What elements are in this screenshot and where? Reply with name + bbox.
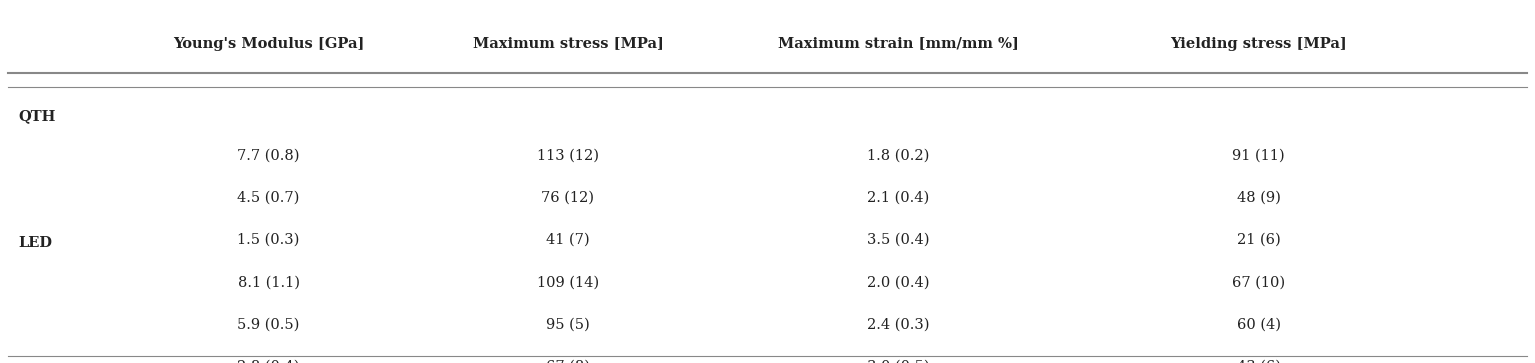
Text: 2.0 (0.4): 2.0 (0.4) [867,276,929,290]
Text: 5.9 (0.5): 5.9 (0.5) [238,318,299,332]
Text: 48 (9): 48 (9) [1237,191,1280,205]
Text: 2.8 (0.4): 2.8 (0.4) [238,360,299,363]
Text: 3.0 (0.5): 3.0 (0.5) [867,360,929,363]
Text: LED: LED [18,236,52,250]
Text: 95 (5): 95 (5) [546,318,589,332]
Text: QTH: QTH [18,109,55,123]
Text: 1.8 (0.2): 1.8 (0.2) [867,149,929,163]
Text: 113 (12): 113 (12) [537,149,599,163]
Text: 4.5 (0.7): 4.5 (0.7) [238,191,299,205]
Text: Young's Modulus [GPa]: Young's Modulus [GPa] [173,37,364,50]
Text: Maximum strain [mm/mm %]: Maximum strain [mm/mm %] [778,37,1018,50]
Text: 41 (7): 41 (7) [546,233,589,246]
Text: Yielding stress [MPa]: Yielding stress [MPa] [1170,37,1348,50]
Text: 7.7 (0.8): 7.7 (0.8) [238,149,299,163]
Text: 76 (12): 76 (12) [542,191,594,205]
Text: 67 (10): 67 (10) [1233,276,1285,290]
Text: Maximum stress [MPa]: Maximum stress [MPa] [473,37,663,50]
Text: 21 (6): 21 (6) [1237,233,1280,246]
Text: 3.5 (0.4): 3.5 (0.4) [867,233,929,246]
Text: 1.5 (0.3): 1.5 (0.3) [238,233,299,246]
Text: 109 (14): 109 (14) [537,276,599,290]
Text: 8.1 (1.1): 8.1 (1.1) [238,276,299,290]
Text: 2.4 (0.3): 2.4 (0.3) [867,318,929,332]
Text: 67 (8): 67 (8) [546,360,589,363]
Text: 91 (11): 91 (11) [1233,149,1285,163]
Text: 60 (4): 60 (4) [1237,318,1280,332]
Text: 43 (6): 43 (6) [1237,360,1280,363]
Text: 2.1 (0.4): 2.1 (0.4) [867,191,929,205]
